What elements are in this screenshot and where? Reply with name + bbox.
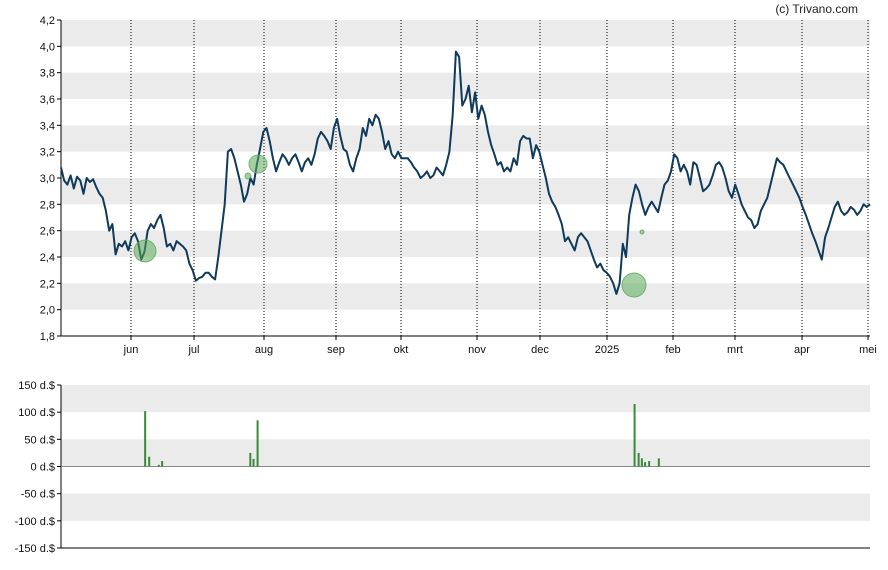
x-tick-label: mrt	[727, 344, 743, 356]
x-tick-label: jun	[123, 344, 139, 356]
x-tick-label: 2025	[595, 344, 619, 356]
price-band	[61, 20, 870, 47]
y-tick-label: 4,0	[40, 41, 55, 53]
volume-bar	[644, 462, 647, 467]
x-tick-label: sep	[327, 344, 345, 356]
volume-bar	[256, 420, 259, 467]
y-tick-label: 1,8	[40, 331, 55, 343]
volume-band	[61, 439, 870, 467]
y-tick-label: 4,2	[40, 15, 55, 27]
volume-bar	[161, 461, 164, 467]
x-tick-label: nov	[468, 344, 486, 356]
y-tick-label: 3,0	[40, 173, 55, 185]
price-band	[61, 230, 870, 257]
volume-y-tick-label: 50 d.$	[24, 434, 55, 446]
volume-y-tick-label: -100 d.$	[15, 516, 55, 528]
x-tick-label: feb	[665, 344, 680, 356]
x-tick-label: okt	[394, 344, 409, 356]
x-tick-label: aug	[255, 344, 273, 356]
x-tick-label: dec	[531, 344, 549, 356]
volume-bar	[657, 458, 660, 467]
y-tick-label: 2,8	[40, 199, 55, 211]
volume-bar	[637, 452, 640, 467]
trade-marker	[133, 239, 157, 263]
y-tick-label: 2,4	[40, 252, 55, 264]
x-tick-label: mei	[859, 344, 877, 356]
volume-band	[61, 493, 870, 521]
volume-y-tick-label: 100 d.$	[18, 407, 55, 419]
volume-bar	[252, 458, 255, 467]
volume-y-tick-label: -50 d.$	[21, 489, 55, 501]
price-band	[61, 178, 870, 205]
volume-bar	[249, 452, 252, 467]
volume-y-tick-label: 0 d.$	[31, 462, 55, 474]
volume-bar	[148, 456, 151, 467]
price-band	[61, 283, 870, 310]
y-tick-label: 3,6	[40, 94, 55, 106]
trade-marker	[639, 229, 645, 235]
volume-bar	[640, 458, 643, 467]
x-tick-label: apr	[794, 344, 810, 356]
copyright-label: (c) Trivano.com	[775, 2, 858, 16]
volume-bar	[633, 404, 636, 467]
trade-marker	[244, 172, 252, 180]
volume-bar	[144, 411, 147, 467]
price-line	[60, 50, 871, 295]
y-tick-label: 2,6	[40, 226, 55, 238]
volume-y-tick-label: 150 d.$	[18, 380, 55, 392]
y-tick-label: 3,8	[40, 68, 55, 80]
volume-bar	[157, 464, 160, 467]
y-tick-label: 3,4	[40, 120, 55, 132]
volume-band	[61, 385, 870, 413]
volume-y-tick-label: -150 d.$	[15, 543, 55, 555]
x-tick-label: jul	[187, 344, 199, 356]
y-tick-label: 3,2	[40, 147, 55, 159]
trade-marker	[621, 272, 647, 298]
price-band	[61, 125, 870, 152]
y-tick-label: 2,0	[40, 305, 55, 317]
trade-marker	[248, 154, 268, 174]
y-tick-label: 2,2	[40, 278, 55, 290]
volume-bar	[648, 461, 651, 467]
